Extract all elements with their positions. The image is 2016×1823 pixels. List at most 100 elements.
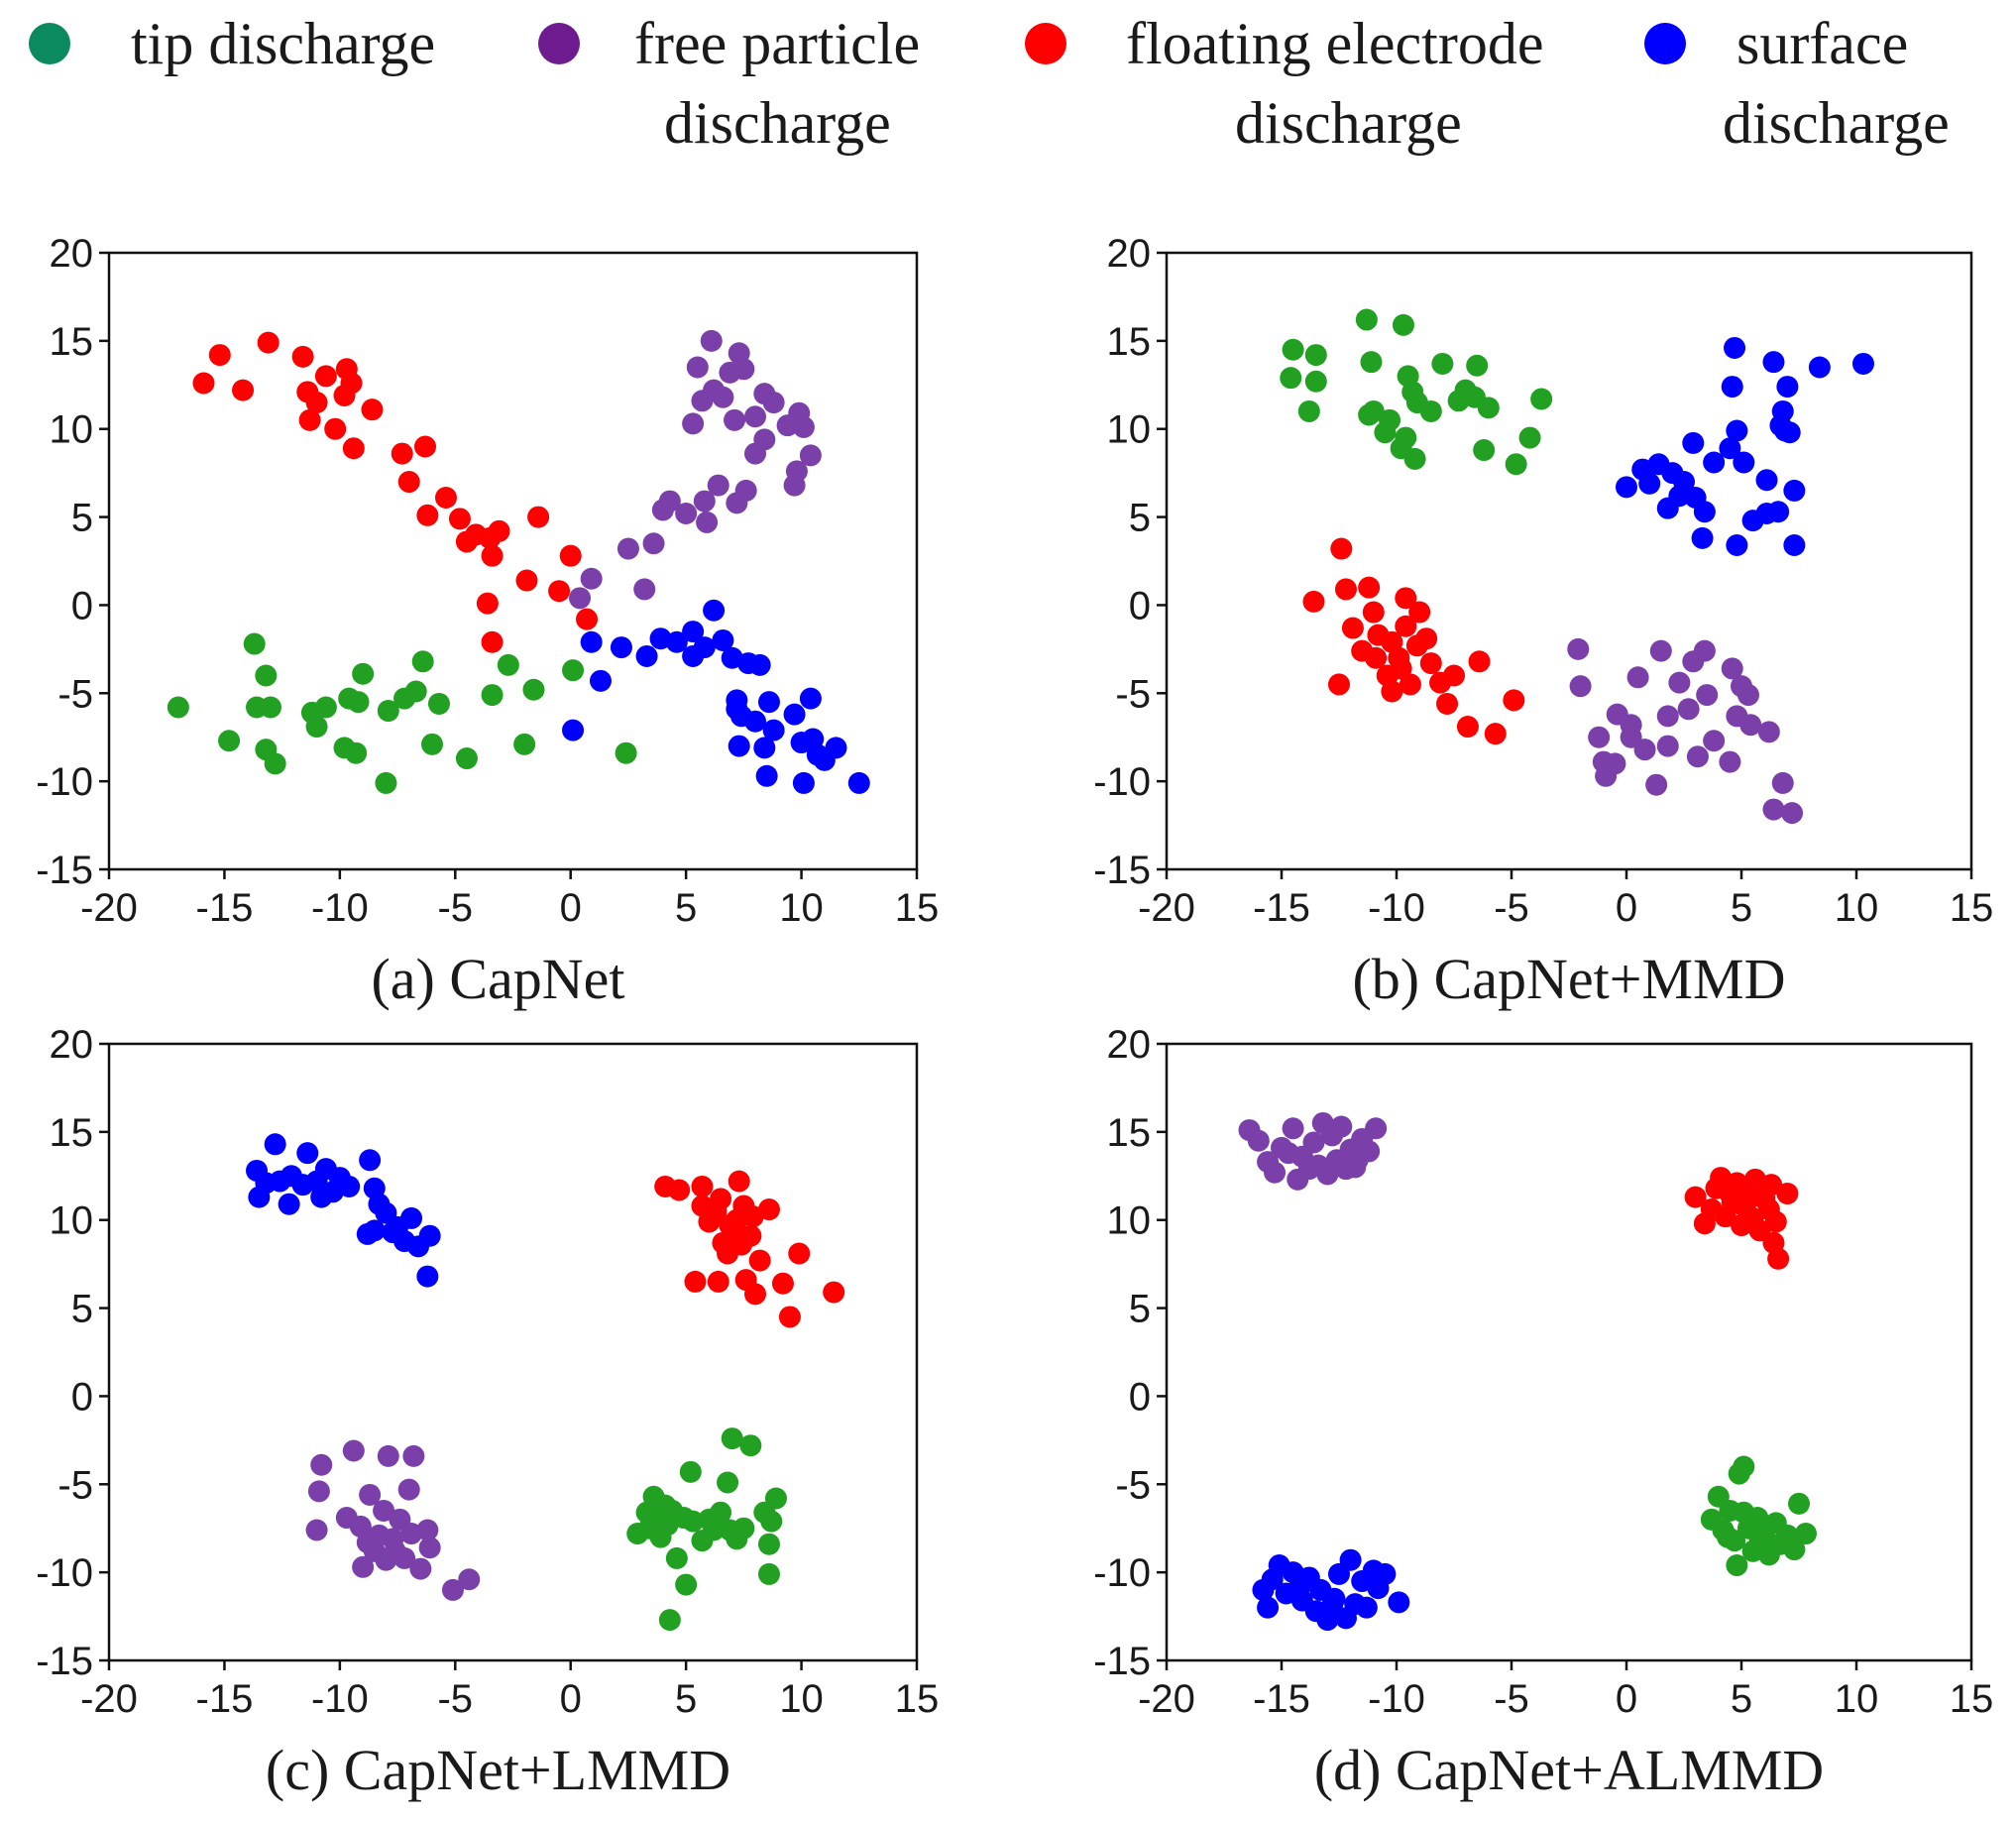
x-tick-label: 5 xyxy=(1731,886,1752,930)
data-point-surface xyxy=(799,687,822,710)
y-tick-label: 20 xyxy=(50,232,94,276)
data-point-float xyxy=(788,1242,811,1265)
data-point-free xyxy=(1762,798,1785,821)
series-float xyxy=(1684,1167,1799,1270)
data-point-float xyxy=(778,1306,801,1328)
y-tick-label: 15 xyxy=(1107,1111,1152,1155)
data-point-free xyxy=(744,405,766,428)
data-point-float xyxy=(1330,537,1353,560)
data-point-tip xyxy=(167,696,189,719)
data-point-free xyxy=(675,503,698,525)
data-point-tip xyxy=(1477,397,1500,419)
data-point-tip xyxy=(1297,399,1320,422)
data-point-float xyxy=(684,1270,707,1293)
plot-frame xyxy=(1165,1042,1973,1662)
data-point-tip xyxy=(347,691,370,714)
data-point-tip xyxy=(682,1510,705,1533)
x-tick-label: 0 xyxy=(560,886,582,930)
y-tick-label: -5 xyxy=(1115,672,1151,716)
x-tick-label: -10 xyxy=(1368,1677,1425,1721)
data-point-float xyxy=(1419,652,1442,675)
data-point-float xyxy=(481,544,504,567)
x-tick-label: 10 xyxy=(779,886,824,930)
data-point-surface xyxy=(1638,472,1661,495)
series-tip xyxy=(167,632,637,794)
data-point-free xyxy=(1645,773,1668,796)
data-point-surface xyxy=(278,1193,300,1215)
legend-label-tip: tip discharge xyxy=(131,11,435,76)
data-point-surface xyxy=(1288,1575,1311,1598)
data-point-float xyxy=(576,608,599,630)
data-point-tip xyxy=(1280,367,1302,390)
series-free xyxy=(1238,1111,1388,1191)
data-point-free xyxy=(359,1483,382,1506)
data-point-float xyxy=(488,519,510,542)
data-point-surface xyxy=(1339,1548,1362,1571)
data-point-free xyxy=(1721,657,1743,680)
data-point-free xyxy=(418,1537,441,1559)
data-point-free xyxy=(682,412,705,435)
y-tick-label: 15 xyxy=(50,1111,94,1155)
panel-caption-c: (c) CapNet+LMMD xyxy=(266,1738,730,1802)
data-point-float xyxy=(397,471,420,494)
series-tip xyxy=(1280,308,1553,476)
data-point-tip xyxy=(522,678,545,701)
data-point-free xyxy=(1668,671,1691,694)
x-tick-label: 10 xyxy=(1835,1677,1879,1721)
data-point-free xyxy=(1781,802,1804,825)
legend-label-float-2: discharge xyxy=(1235,90,1462,156)
data-point-tip xyxy=(1530,388,1553,410)
data-point-free xyxy=(1677,698,1700,721)
data-point-free xyxy=(744,442,766,465)
data-point-surface xyxy=(382,1221,404,1244)
data-point-float xyxy=(340,372,363,395)
data-point-surface xyxy=(1374,1562,1397,1585)
data-point-surface xyxy=(1776,376,1799,399)
data-point-free xyxy=(342,1439,365,1462)
data-point-tip xyxy=(679,1460,702,1483)
data-point-free xyxy=(377,1444,399,1467)
data-point-surface xyxy=(757,691,780,714)
data-point-tip xyxy=(1726,1554,1748,1577)
data-point-free xyxy=(1696,684,1719,707)
data-point-surface xyxy=(1726,419,1748,442)
data-point-free xyxy=(1620,714,1642,737)
data-point-tip xyxy=(764,1487,787,1510)
data-point-free xyxy=(397,1478,420,1501)
data-point-surface xyxy=(1783,534,1806,557)
data-point-float xyxy=(728,1170,750,1193)
x-tick-label: 15 xyxy=(1950,1677,1994,1721)
data-point-free xyxy=(799,444,822,467)
data-point-tip xyxy=(1794,1523,1817,1545)
data-point-free xyxy=(726,492,748,514)
data-point-float xyxy=(515,569,538,592)
data-point-tip xyxy=(243,632,266,655)
data-point-tip xyxy=(497,653,519,676)
data-point-tip xyxy=(710,1501,732,1524)
data-point-free xyxy=(402,1444,425,1467)
data-point-free xyxy=(1264,1161,1287,1184)
data-point-tip xyxy=(352,662,375,685)
data-point-free xyxy=(1604,752,1626,775)
data-point-free xyxy=(307,1480,330,1503)
data-point-free xyxy=(762,392,785,414)
data-point-tip xyxy=(615,741,637,764)
data-point-tip xyxy=(1304,344,1327,367)
data-point-free xyxy=(696,511,719,533)
data-point-tip xyxy=(513,733,536,755)
data-point-free xyxy=(1330,1115,1353,1138)
data-point-float xyxy=(291,345,314,368)
data-point-surface xyxy=(400,1206,423,1229)
data-point-free xyxy=(1302,1131,1325,1154)
data-point-free xyxy=(616,537,639,560)
data-point-surface xyxy=(665,630,688,653)
legend-marker-tip xyxy=(29,23,70,64)
series-float xyxy=(654,1170,845,1328)
data-point-float xyxy=(434,487,457,510)
x-tick-label: 5 xyxy=(675,886,697,930)
data-point-free xyxy=(580,567,603,590)
data-point-surface xyxy=(589,669,612,692)
data-point-tip xyxy=(717,1471,739,1494)
